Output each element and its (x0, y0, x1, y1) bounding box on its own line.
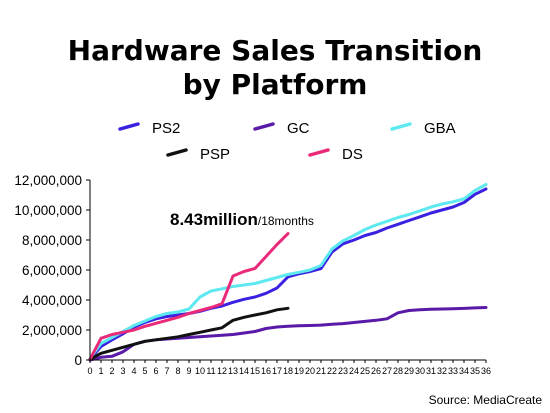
x-tick-label: 16 (261, 366, 271, 376)
x-tick-label: 33 (448, 366, 458, 376)
series-line-ds (88, 232, 290, 361)
x-tick-label: 20 (305, 366, 315, 376)
x-tick-label: 19 (294, 366, 304, 376)
x-tick-label: 11 (206, 366, 215, 376)
legend-label-ps2: PS2 (152, 120, 180, 137)
chart-title-line-2: by Platform (183, 68, 368, 101)
x-tick-label: 8 (175, 366, 180, 376)
legend-swatch-gba (390, 122, 412, 131)
x-tick-label: 1 (98, 366, 103, 376)
x-tick-label: 23 (338, 366, 348, 376)
x-tick-label: 9 (186, 366, 191, 376)
x-tick-label: 30 (415, 366, 425, 376)
y-axis-tick-labels: 0 2,000,000 4,000,000 6,000,000 8,000,000 10,… (14, 173, 90, 368)
x-tick-label: 32 (437, 366, 447, 376)
series-lines (88, 183, 488, 362)
ds-annotation-sub: /18months (258, 214, 314, 228)
legend-swatch-ds (308, 148, 330, 157)
x-tick-label: 12 (217, 366, 227, 376)
y-tick-label: 6,000,000 (22, 263, 82, 278)
x-tick-label: 13 (228, 366, 238, 376)
x-tick-label: 18 (283, 366, 293, 376)
x-axis-tick-labels: 0 1 2 3 4 5 6 7 8 9 10 11 12 13 14 15 16 17 18 19 20 21 22 23 24… (87, 360, 491, 376)
x-tick-label: 4 (131, 366, 136, 376)
legend-label-ds: DS (342, 146, 363, 163)
ds-annotation: 8.43million/18months (170, 210, 314, 229)
y-tick-label: 4,000,000 (22, 293, 82, 308)
x-tick-label: 6 (153, 366, 158, 376)
legend-label-gba: GBA (424, 120, 456, 137)
legend-swatch-psp (166, 148, 188, 157)
y-tick-label: 0 (74, 353, 82, 368)
x-tick-label: 28 (393, 366, 403, 376)
y-tick-label: 2,000,000 (22, 323, 82, 338)
source-note: Source: MediaCreate (429, 393, 543, 407)
x-tick-label: 10 (195, 366, 205, 376)
legend-label-psp: PSP (200, 146, 230, 163)
x-tick-label: 3 (120, 366, 125, 376)
x-tick-label: 2 (109, 366, 114, 376)
x-tick-label: 17 (272, 366, 282, 376)
legend-swatch-gc (253, 122, 275, 131)
x-tick-label: 31 (426, 366, 436, 376)
chart-title-line-1: Hardware Sales Transition (68, 34, 483, 67)
x-tick-label: 26 (371, 366, 381, 376)
chart-legend: PS2 GC GBA PSP DS (118, 120, 456, 163)
ds-annotation-text: 8.43million/18months (170, 210, 314, 229)
ds-annotation-main: 8.43million (170, 210, 258, 229)
x-tick-label: 34 (459, 366, 469, 376)
chart-title: Hardware Sales Transition by Platform (68, 34, 483, 101)
x-tick-label: 5 (142, 366, 147, 376)
x-tick-label: 29 (404, 366, 414, 376)
series-line-ps2 (88, 187, 488, 361)
x-tick-label: 21 (316, 366, 326, 376)
x-tick-label: 0 (87, 366, 92, 376)
y-tick-label: 10,000,000 (14, 203, 82, 218)
x-tick-label: 36 (481, 366, 491, 376)
series-line-psp (88, 306, 290, 361)
x-tick-label: 25 (360, 366, 370, 376)
y-tick-label: 8,000,000 (22, 233, 82, 248)
x-tick-label: 7 (164, 366, 169, 376)
x-tick-label: 22 (327, 366, 337, 376)
legend-label-gc: GC (287, 120, 310, 137)
legend-swatch-ps2 (118, 122, 140, 131)
x-tick-label: 27 (382, 366, 392, 376)
x-tick-label: 15 (250, 366, 260, 376)
x-tick-label: 14 (239, 366, 249, 376)
series-line-gba (88, 183, 488, 360)
x-tick-label: 35 (470, 366, 480, 376)
x-tick-label: 24 (349, 366, 359, 376)
y-tick-label: 12,000,000 (14, 173, 82, 188)
